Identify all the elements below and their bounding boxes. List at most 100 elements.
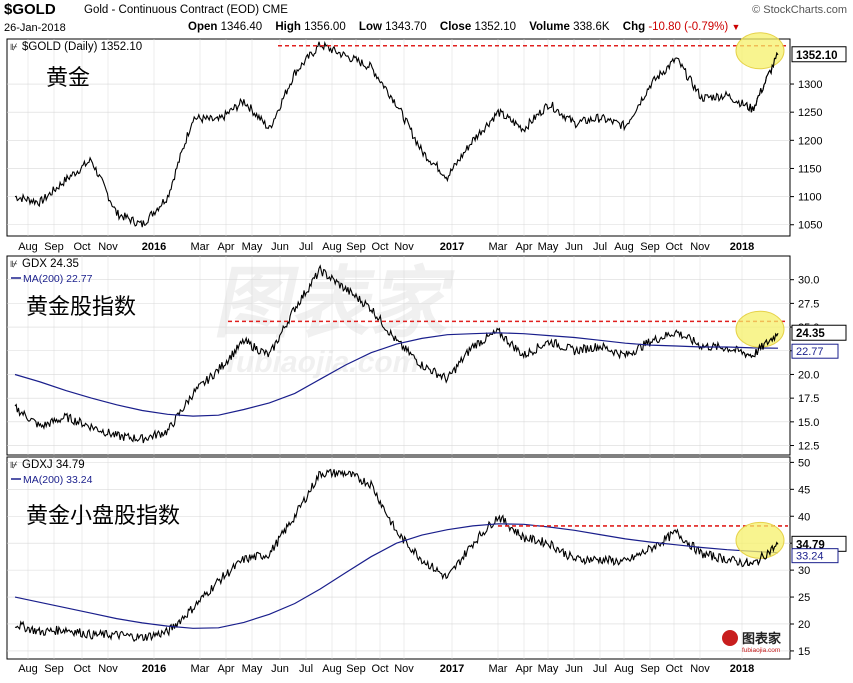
open-label: Open	[188, 21, 218, 33]
x-tick-label: Sep	[44, 663, 64, 675]
y-tick-label: 1050	[798, 220, 822, 232]
x-tick-label: 2018	[730, 663, 754, 675]
chg-value: -10.80 (-0.79%)	[648, 21, 729, 33]
chart-header: $GOLD Gold - Continuous Contract (EOD) C…	[0, 0, 853, 38]
x-tick-label: Sep	[346, 663, 366, 675]
volume-label: Volume	[529, 21, 570, 33]
x-tick-label: Sep	[640, 241, 660, 253]
x-tick-label: Apr	[515, 241, 532, 253]
x-tick-label: Aug	[614, 663, 634, 675]
x-tick-label: Nov	[394, 241, 414, 253]
price-line-recent	[743, 332, 779, 359]
watermark-subtext: fubiaojia.com	[223, 346, 423, 379]
x-tick-label: Jul	[299, 663, 313, 675]
x-tick-label: Jul	[593, 241, 607, 253]
high-label: High	[275, 21, 301, 33]
x-tick-label: May	[242, 663, 263, 675]
ma-line	[14, 523, 779, 629]
last-value-label: 1352.10	[796, 50, 838, 62]
volume-value: 338.6K	[573, 21, 610, 33]
chg-down-arrow-icon: ▼	[731, 22, 741, 32]
price-line	[14, 264, 779, 444]
low-value: 1343.70	[385, 21, 427, 33]
ticker-symbol: $GOLD	[4, 1, 56, 18]
legend-icon: ⊮	[10, 259, 18, 269]
y-tick-label: 1100	[798, 192, 822, 204]
contract-name: Gold - Continuous Contract (EOD) CME	[84, 4, 288, 16]
panel-annotation: 黄金	[46, 65, 90, 90]
brand-label[interactable]: © StockCharts.com	[752, 4, 847, 16]
x-tick-label: Oct	[371, 241, 388, 253]
x-tick-label: 2016	[142, 241, 166, 253]
quote-date: 26-Jan-2018	[4, 22, 66, 34]
last-value-label: 24.35	[796, 328, 825, 340]
x-tick-label: 2017	[440, 241, 464, 253]
x-axis: Aug Sep Oct Nov 2016 Mar Apr May Jun Jul Aug Sep Oct…	[18, 663, 754, 675]
x-tick-label: Nov	[98, 663, 118, 675]
x-tick-label: Apr	[515, 663, 532, 675]
y-tick-label: 25	[798, 592, 810, 604]
y-tick-label: 20	[798, 619, 810, 631]
x-tick-label: Sep	[346, 241, 366, 253]
y-tick-label: 15	[798, 646, 810, 658]
x-tick-label: Sep	[640, 663, 660, 675]
price-line	[14, 468, 779, 643]
open-value: 1346.40	[220, 21, 263, 33]
plot-frame	[6, 38, 791, 237]
x-tick-label: Oct	[73, 241, 90, 253]
ma-line	[14, 332, 779, 417]
last-value-box	[791, 46, 847, 63]
y-tick-label: 1300	[798, 79, 822, 91]
price-line	[14, 40, 779, 228]
y-tick-label: 27.5	[798, 298, 819, 310]
legend-icon: ⊮	[10, 42, 18, 52]
plot-frame	[6, 255, 791, 456]
y-tick-label: 30.0	[798, 275, 819, 287]
y-tick-label: 30	[798, 565, 810, 577]
x-tick-label: May	[242, 241, 263, 253]
legend-icon: ⊮	[10, 460, 18, 470]
price-line-recent	[744, 541, 779, 567]
low-label: Low	[358, 21, 382, 33]
x-tick-label: Jun	[271, 663, 289, 675]
x-tick-label: Oct	[665, 663, 682, 675]
logo-subtext: fubiaojia.com	[742, 647, 780, 654]
x-tick-label: Mar	[489, 241, 508, 253]
ma-value-box	[791, 548, 839, 564]
highlight-ellipse	[735, 310, 785, 348]
ma-value-label: 22.77	[796, 346, 824, 358]
y-tick-label: 20.0	[798, 369, 819, 381]
y-tick-label: 17.5	[798, 393, 819, 405]
quote-summary: Open 1346.40 High 1356.00 Low 1343.70 Cl…	[188, 21, 740, 33]
x-tick-label: Oct	[665, 241, 682, 253]
y-tick-label: 15.0	[798, 417, 819, 429]
x-tick-label: Jun	[565, 663, 583, 675]
x-tick-label: May	[538, 241, 559, 253]
y-tick-label: 40	[798, 511, 810, 523]
close-label: Close	[439, 21, 472, 33]
x-tick-label: Apr	[217, 663, 234, 675]
x-tick-label: Jul	[593, 663, 607, 675]
y-tick-label: 50	[798, 457, 810, 469]
y-tick-label: 1250	[798, 107, 822, 119]
legend-ma: MA(200) 22.77	[23, 273, 93, 285]
x-tick-label: Jun	[271, 241, 289, 253]
x-tick-label: Aug	[322, 241, 342, 253]
x-tick-label: Mar	[191, 241, 210, 253]
y-tick-label: 12.5	[798, 441, 819, 453]
x-tick-label: Nov	[394, 663, 414, 675]
x-tick-label: May	[538, 663, 559, 675]
chart-panel-1: 1050 1100 1150 1200 1250 1300 $GOLD (Daily) 13…	[6, 32, 847, 237]
x-tick-label: 2018	[730, 241, 754, 253]
high-value: 1356.00	[304, 21, 346, 33]
x-tick-label: Aug	[614, 241, 634, 253]
legend-series: GDXJ 34.79	[22, 459, 85, 471]
x-axis: Aug Sep Oct Nov 2016 Mar Apr May Jun Jul Aug Sep Oct…	[18, 241, 754, 253]
x-tick-label: Nov	[98, 241, 118, 253]
chart-panel-3: 1520253035404550GDXJ 34.79⊮MA(200) 33.24…	[6, 456, 847, 660]
close-value: 1352.10	[474, 21, 517, 33]
